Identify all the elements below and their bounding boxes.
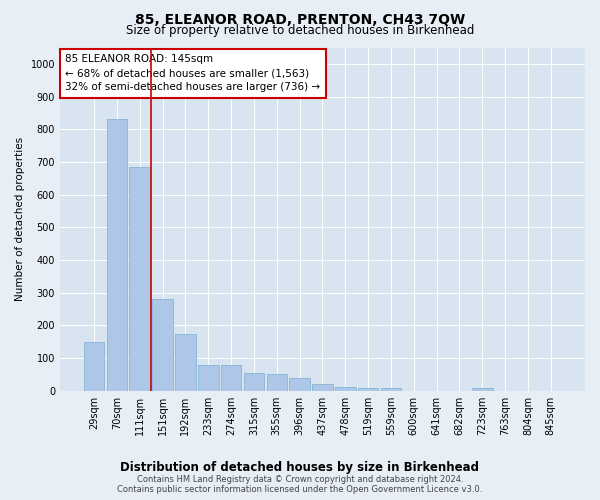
Bar (130, 167, 150, 391)
Bar (107, 120, 127, 391)
Text: 85, ELEANOR ROAD, PRENTON, CH43 7QW: 85, ELEANOR ROAD, PRENTON, CH43 7QW (135, 12, 465, 26)
Text: Contains HM Land Registry data © Crown copyright and database right 2024.
Contai: Contains HM Land Registry data © Crown c… (118, 474, 482, 494)
Bar (358, 388, 379, 391)
Bar (152, 299, 173, 391)
Bar (266, 374, 287, 391)
Bar (289, 378, 310, 391)
Bar (335, 386, 356, 391)
Bar (198, 364, 218, 391)
Y-axis label: Number of detached properties: Number of detached properties (15, 137, 25, 301)
Bar (472, 388, 493, 391)
Bar (175, 334, 196, 391)
Text: Size of property relative to detached houses in Birkenhead: Size of property relative to detached ho… (126, 24, 474, 37)
Bar (244, 374, 264, 391)
Bar (221, 366, 241, 391)
Bar (84, 342, 104, 391)
Text: 85 ELEANOR ROAD: 145sqm
← 68% of detached houses are smaller (1,563)
32% of semi: 85 ELEANOR ROAD: 145sqm ← 68% of detache… (65, 54, 320, 92)
Text: Distribution of detached houses by size in Birkenhead: Distribution of detached houses by size … (121, 461, 479, 474)
Bar (312, 384, 333, 391)
Bar (380, 388, 401, 391)
